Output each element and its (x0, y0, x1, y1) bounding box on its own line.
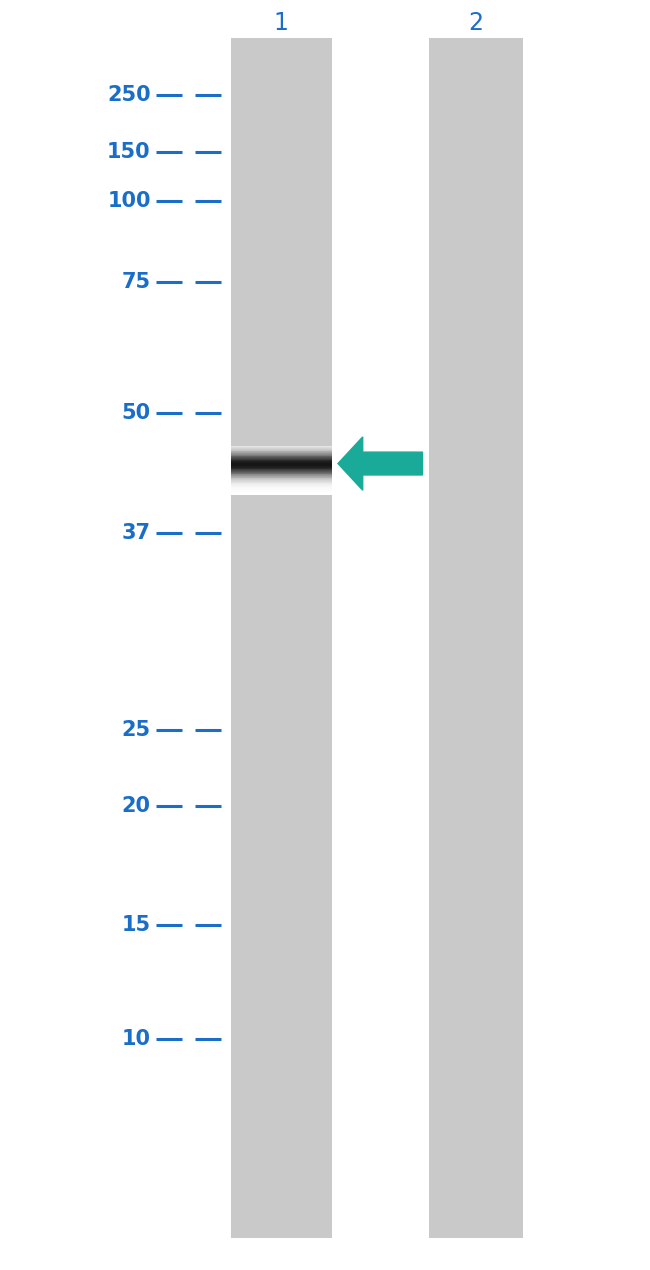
Bar (231, 491, 332, 493)
Bar (231, 460, 332, 461)
Bar (231, 484, 332, 485)
Bar (231, 476, 332, 479)
Bar (231, 470, 332, 471)
Bar (231, 488, 332, 490)
Bar (231, 483, 332, 484)
Text: 50: 50 (122, 403, 151, 423)
Bar (231, 464, 332, 465)
Bar (231, 464, 332, 465)
Bar (231, 38, 332, 1238)
Bar (231, 475, 332, 476)
Bar (231, 480, 332, 481)
Text: 1: 1 (274, 11, 288, 34)
Bar (231, 494, 332, 495)
Bar (231, 490, 332, 493)
Bar (231, 461, 332, 462)
Text: 250: 250 (107, 85, 151, 105)
Bar (231, 484, 332, 485)
Bar (231, 467, 332, 470)
Text: 10: 10 (122, 1029, 151, 1049)
Bar (231, 472, 332, 474)
Bar (231, 446, 332, 447)
Text: 20: 20 (122, 796, 151, 817)
Bar (231, 455, 332, 456)
Bar (231, 475, 332, 476)
Bar (231, 452, 332, 453)
Text: 25: 25 (122, 720, 151, 740)
Bar (231, 493, 332, 494)
Bar (231, 486, 332, 488)
Bar (231, 465, 332, 467)
Bar (231, 469, 332, 470)
Bar (231, 457, 332, 458)
Bar (231, 493, 332, 494)
Text: 15: 15 (122, 914, 151, 935)
Bar (231, 452, 332, 453)
Bar (231, 466, 332, 467)
Bar (231, 479, 332, 480)
Text: 100: 100 (107, 190, 151, 211)
Bar (231, 451, 332, 452)
Bar (231, 481, 332, 483)
Bar (231, 486, 332, 488)
Bar (231, 474, 332, 475)
Text: 75: 75 (122, 272, 151, 292)
Bar (231, 450, 332, 451)
Bar (231, 456, 332, 458)
Bar (231, 471, 332, 472)
Bar (231, 465, 332, 466)
Bar (231, 481, 332, 483)
Bar (231, 490, 332, 491)
Bar (231, 489, 332, 490)
FancyArrow shape (338, 437, 422, 490)
Bar (231, 472, 332, 474)
Bar (231, 458, 332, 460)
Bar (231, 453, 332, 455)
Bar (429, 38, 523, 1238)
Bar (231, 479, 332, 481)
Text: 37: 37 (122, 523, 151, 544)
Bar (231, 488, 332, 489)
Bar (231, 478, 332, 479)
Bar (231, 448, 332, 450)
Text: 2: 2 (468, 11, 484, 34)
Bar (231, 456, 332, 457)
Bar (231, 453, 332, 456)
Bar (231, 485, 332, 486)
Bar (231, 458, 332, 460)
Text: 150: 150 (107, 142, 151, 163)
Bar (231, 447, 332, 448)
Bar (231, 467, 332, 469)
Bar (231, 450, 332, 451)
Bar (231, 461, 332, 462)
Bar (231, 476, 332, 478)
Bar (231, 462, 332, 464)
Bar (231, 447, 332, 448)
Bar (231, 470, 332, 471)
